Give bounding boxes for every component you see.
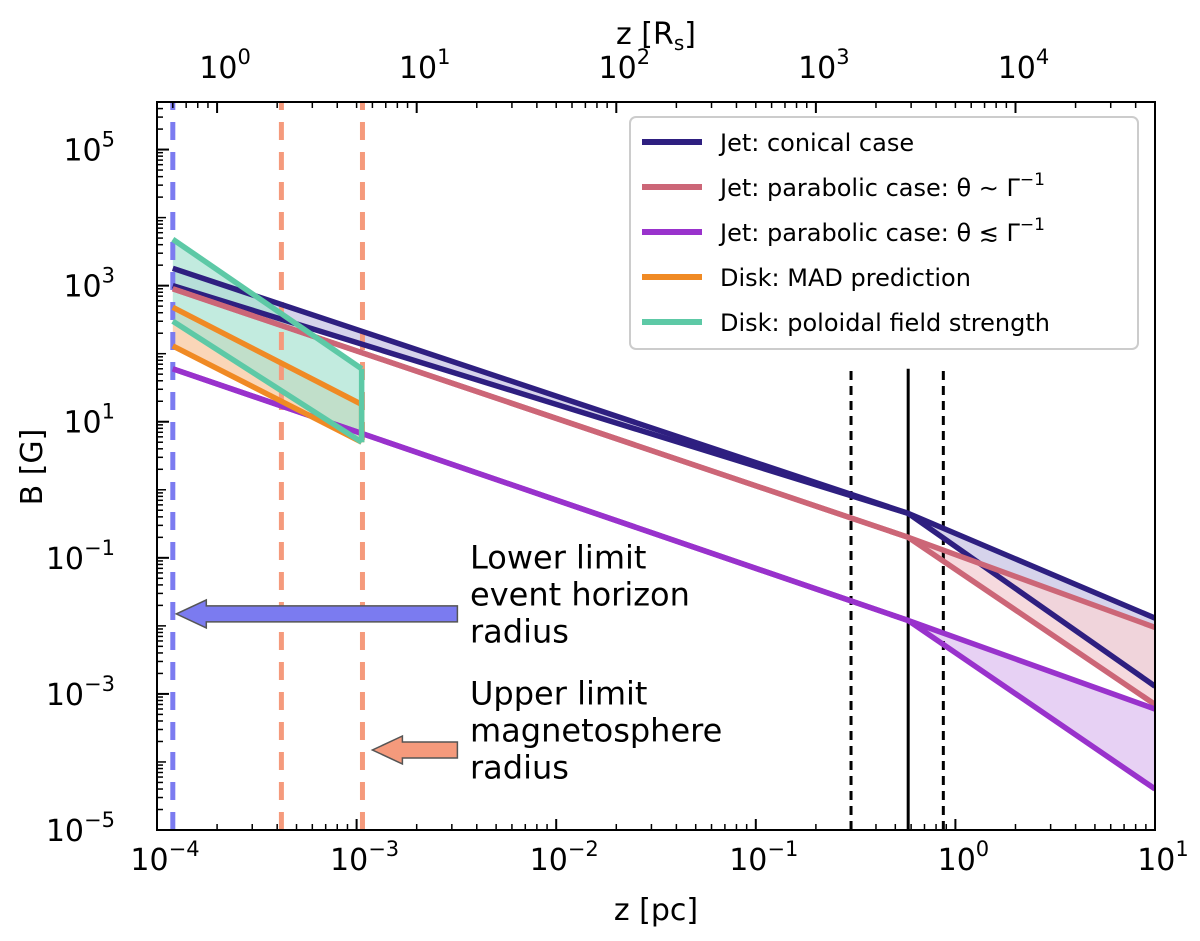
- legend-label-text-2: Jet: parabolic case: θ ≲ Γ: [718, 219, 1021, 247]
- y-tick-label-4-base: 10: [63, 270, 101, 305]
- x-tick-label-0: 10−4: [130, 837, 199, 878]
- top-tick-label-0: 100: [199, 45, 251, 86]
- plot-frame: [156, 101, 1156, 831]
- legend-label-1: Jet: parabolic case: θ ∼ Γ−1: [718, 170, 1045, 202]
- series-line-jet-conical-case-lower: [171, 282, 1155, 689]
- x-tick-label-5-exp: 1: [1175, 837, 1188, 861]
- legend-label-text-4: Disk: poloidal field strength: [720, 309, 1050, 337]
- y-tick-label-0-exp: −5: [84, 808, 115, 832]
- x-tick-label-0-exp: −4: [169, 837, 200, 861]
- y-axis-label: B [G]: [15, 429, 50, 506]
- top-tick-label-0-exp: 0: [237, 45, 250, 69]
- legend-label-text-1: Jet: parabolic case: θ ∼ Γ: [718, 174, 1021, 202]
- top-tick-label-2-exp: 2: [637, 45, 650, 69]
- x-tick-label-5: 101: [1137, 837, 1189, 878]
- x-tick-label-3: 10−1: [729, 837, 798, 878]
- top-tick-label-0-base: 10: [199, 51, 237, 86]
- series-line-disk-mad-prediction-upper: [171, 304, 363, 407]
- y-tick-label-4-exp: 3: [102, 264, 115, 288]
- top-tick-label-1-base: 10: [399, 51, 437, 86]
- legend-label-text-3: Disk: MAD prediction: [720, 264, 971, 292]
- annotation-1-line-2: radius: [470, 748, 569, 786]
- top-tick-label-4-exp: 4: [1036, 45, 1049, 69]
- y-tick-label-3: 101: [63, 400, 115, 441]
- x-tick-label-4: 100: [938, 837, 990, 878]
- band-fill-disk-poloidal-field-strength: [172, 239, 362, 443]
- x-tick-label-2-base: 10: [530, 843, 568, 878]
- legend-label-4: Disk: poloidal field strength: [720, 309, 1050, 337]
- y-tick-label-2-base: 10: [46, 542, 84, 577]
- y-tick-label-1-base: 10: [46, 678, 84, 713]
- series-line-disk-mad-prediction-lower: [171, 343, 363, 445]
- y-tick-label-3-base: 10: [63, 406, 101, 441]
- annotation-1-line-0: Upper limit: [470, 674, 647, 712]
- legend-label-sup-2: −1: [1020, 215, 1045, 235]
- y-tick-label-2: 10−1: [46, 536, 115, 577]
- top-axis-label: z [Rs]: [616, 17, 696, 55]
- x-tick-label-3-exp: −1: [767, 837, 798, 861]
- y-tick-label-1-exp: −3: [84, 672, 115, 696]
- annotation-0-line-2: radius: [470, 612, 569, 650]
- y-tick-label-4: 103: [63, 264, 115, 305]
- x-tick-label-4-base: 10: [938, 843, 976, 878]
- top-tick-label-3-base: 10: [798, 51, 836, 86]
- annotation-0-line-1: event horizon: [470, 575, 690, 613]
- x-tick-label-0-base: 10: [130, 843, 168, 878]
- y-tick-label-2-exp: −1: [84, 536, 115, 560]
- x-tick-label-2-exp: −2: [568, 837, 599, 861]
- top-tick-label-3: 103: [798, 45, 850, 86]
- top-axis-label-end: ]: [684, 17, 696, 52]
- top-axis-label-main: z [R: [616, 17, 674, 52]
- top-tick-label-4: 104: [998, 45, 1050, 86]
- axes: 10−4 10−3 10−2 10−1 100 10110−510−310−1101103…: [46, 45, 1189, 878]
- top-tick-label-4-base: 10: [998, 51, 1036, 86]
- legend-label-2: Jet: parabolic case: θ ≲ Γ−1: [718, 215, 1045, 247]
- y-tick-label-5-base: 10: [63, 134, 101, 169]
- x-tick-label-3-base: 10: [729, 843, 767, 878]
- top-tick-label-3-exp: 3: [836, 45, 849, 69]
- x-axis-label: z [pc]: [614, 893, 698, 928]
- y-tick-label-0-base: 10: [46, 814, 84, 849]
- legend-label-3: Disk: MAD prediction: [720, 264, 971, 292]
- plot-clip-group: [170, 102, 1155, 830]
- top-tick-label-2-base: 10: [599, 51, 637, 86]
- annotation-1-line-1: magnetosphere: [470, 711, 722, 749]
- top-tick-label-2: 102: [599, 45, 651, 86]
- y-tick-label-5-exp: 5: [102, 128, 115, 152]
- x-tick-label-1: 10−3: [330, 837, 399, 878]
- top-tick-label-1: 101: [399, 45, 451, 86]
- series-line-jet-parabolic-case-lower: [171, 286, 1155, 707]
- y-tick-label-3-exp: 1: [102, 400, 115, 424]
- annotation-0-line-0: Lower limit: [470, 538, 646, 576]
- x-tick-label-1-base: 10: [330, 843, 368, 878]
- legend-label-sup-1: −1: [1020, 170, 1045, 190]
- series-line-disk-poloidal-field-strength-upper: [171, 237, 364, 372]
- y-tick-label-0: 10−5: [46, 808, 115, 849]
- legend: Jet: conical case Jet: parabolic case: θ …: [629, 116, 1139, 350]
- y-tick-label-1: 10−3: [46, 672, 115, 713]
- series-line-disk-poloidal-field-strength-lower: [171, 318, 364, 445]
- top-axis-label-sub: s: [674, 31, 684, 55]
- plot-area: [170, 102, 1155, 830]
- legend-label-text-0: Jet: conical case: [718, 129, 914, 157]
- x-tick-label-2: 10−2: [530, 837, 599, 878]
- x-tick-label-1-exp: −3: [368, 837, 399, 861]
- annotation-arrow-0: [174, 598, 459, 630]
- legend-box: [629, 116, 1139, 350]
- x-tick-label-5-base: 10: [1137, 843, 1175, 878]
- top-tick-label-1-exp: 1: [437, 45, 450, 69]
- legend-label-0: Jet: conical case: [718, 129, 914, 157]
- x-tick-label-4-exp: 0: [976, 837, 989, 861]
- series-line-jet-parabolic-case-lower: [171, 366, 1155, 792]
- annotation-arrow-1: [370, 734, 459, 766]
- y-tick-label-5: 105: [63, 128, 115, 169]
